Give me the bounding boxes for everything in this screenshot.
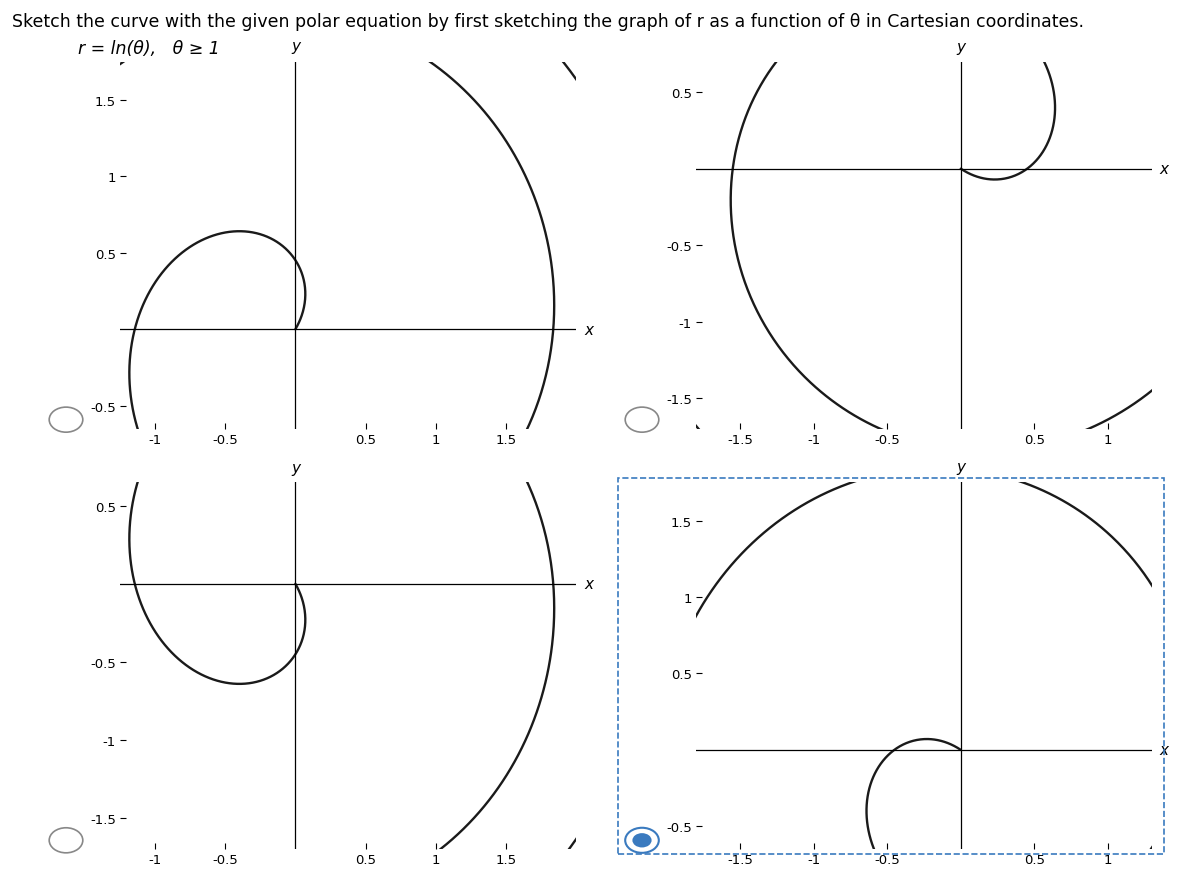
Text: Sketch the curve with the given polar equation by first sketching the graph of r: Sketch the curve with the given polar eq… [12,13,1084,31]
Text: x: x [1159,743,1169,757]
Text: y: y [956,40,965,55]
Text: y: y [290,38,300,54]
Text: x: x [584,577,594,592]
Text: y: y [956,459,965,474]
Text: x: x [1159,162,1169,177]
Text: y: y [290,460,300,476]
Text: r = ln(θ),   θ ≥ 1: r = ln(θ), θ ≥ 1 [78,40,220,58]
Text: x: x [584,323,594,337]
